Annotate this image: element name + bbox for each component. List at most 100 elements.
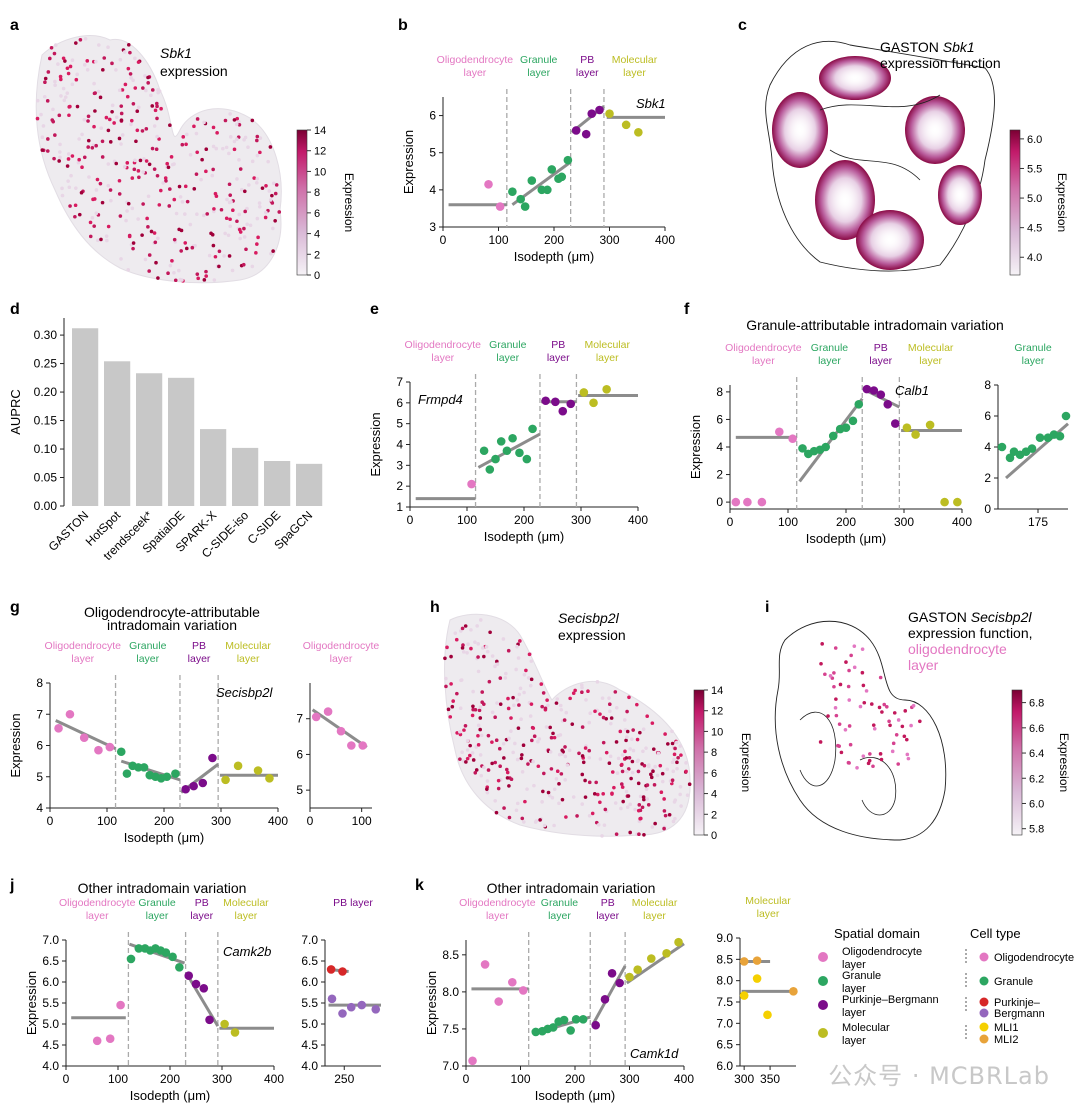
colorbar-tick-label: 14: [314, 125, 326, 137]
expression-dot: [649, 775, 654, 780]
expression-dot: [628, 747, 632, 751]
expression-dot: [843, 727, 848, 732]
data-point: [221, 775, 230, 785]
expression-dot: [458, 729, 462, 734]
data-point: [557, 172, 567, 182]
expression-dot: [88, 234, 93, 239]
domain-label: Molecular layer: [225, 640, 271, 665]
domain-label: Granule layer: [520, 54, 558, 79]
x-tick-label: 300: [211, 814, 231, 828]
x-tick-label: 400: [264, 1072, 284, 1086]
legend-title-cell: Cell type: [970, 926, 1021, 941]
expression-dot: [505, 770, 510, 775]
domain-label: Oligodendrocyte layer: [459, 897, 536, 922]
data-point: [883, 399, 893, 409]
expression-dot: [90, 145, 95, 150]
expression-dot: [624, 738, 628, 743]
expression-dot: [252, 176, 257, 180]
colorbar-tick-label: 5.5: [1027, 163, 1042, 175]
data-point: [548, 1023, 558, 1032]
data-point: [184, 971, 194, 980]
data-point: [494, 997, 504, 1006]
expression-dot: [255, 134, 260, 139]
expression-dot: [100, 200, 105, 205]
expression-dot: [476, 655, 480, 659]
expression-dot: [909, 723, 913, 728]
colorbar-tick-label: 0: [314, 270, 320, 282]
expression-dot: [620, 785, 625, 789]
panel-c-function-map: GASTON Sbk1 expression function: [765, 39, 1001, 272]
expression-dot: [514, 808, 519, 813]
data-point: [508, 433, 517, 443]
expression-dot: [900, 724, 905, 729]
expression-dot: [849, 653, 853, 658]
colorbar-tick-label: 10: [314, 166, 326, 178]
expression-dot: [260, 186, 265, 190]
expression-dot: [255, 177, 260, 181]
expression-dot: [479, 733, 484, 738]
expression-dot: [119, 142, 123, 146]
x-tick-label: 300: [619, 1072, 639, 1086]
data-point: [336, 726, 346, 736]
data-point: [1055, 431, 1065, 441]
expression-dot: [225, 197, 229, 202]
x-tick-label: 200: [154, 814, 174, 828]
expression-dot: [538, 818, 542, 822]
data-point: [752, 956, 762, 965]
expression-dot: [600, 696, 605, 700]
data-point: [122, 769, 132, 778]
expression-dot: [663, 813, 668, 818]
expression-dot: [35, 98, 40, 103]
expression-dot: [161, 181, 165, 185]
data-point: [925, 420, 935, 430]
data-point: [953, 497, 962, 507]
expression-dot: [46, 70, 51, 74]
data-point: [589, 398, 598, 408]
x-tick-label: 100: [352, 814, 372, 828]
expression-dot: [580, 772, 585, 777]
expression-dot: [273, 191, 278, 196]
data-point: [1005, 453, 1015, 463]
expression-dot: [211, 243, 216, 248]
chart-f-inset: 0 2 4 6 8 175 Granule layer: [984, 342, 1071, 529]
expression-dot: [255, 180, 259, 185]
data-point: [578, 1015, 588, 1024]
expression-dot: [167, 204, 172, 208]
data-point: [338, 1009, 347, 1018]
data-point: [731, 497, 741, 507]
expression-dot: [217, 249, 222, 254]
x-axis-label: Isodepth (μm): [806, 531, 886, 546]
expression-dot: [86, 119, 90, 123]
expression-dot: [458, 732, 463, 737]
data-point: [633, 965, 642, 974]
expression-dot: [520, 753, 524, 757]
expression-dot: [600, 834, 604, 838]
x-tick-label: 200: [544, 233, 564, 247]
expression-dot: [598, 800, 602, 805]
expression-dot: [153, 108, 158, 113]
expression-dot: [487, 679, 492, 684]
expression-dot: [613, 801, 618, 805]
expression-dot: [449, 682, 453, 686]
x-tick-label: 400: [952, 515, 972, 529]
expression-dot: [595, 792, 600, 797]
expression-dot: [571, 795, 576, 799]
expression-dot: [277, 210, 282, 214]
expression-dot: [646, 802, 651, 807]
expression-dot: [77, 157, 81, 162]
expression-dot: [227, 254, 232, 258]
expression-dot: [117, 88, 122, 93]
expression-dot: [86, 145, 91, 149]
expression-dot: [230, 268, 235, 273]
domain-label: Oligodendrocyte layer: [303, 640, 380, 665]
expression-dot: [614, 740, 619, 744]
expression-dot: [593, 709, 597, 714]
expression-dot: [620, 762, 624, 767]
expression-dot: [564, 710, 569, 715]
expression-dot: [890, 749, 895, 754]
expression-dot: [163, 176, 168, 180]
expression-dot: [257, 201, 262, 205]
y-axis-label: Expression: [688, 415, 703, 479]
bar: [104, 361, 131, 506]
expression-dot: [544, 725, 549, 729]
